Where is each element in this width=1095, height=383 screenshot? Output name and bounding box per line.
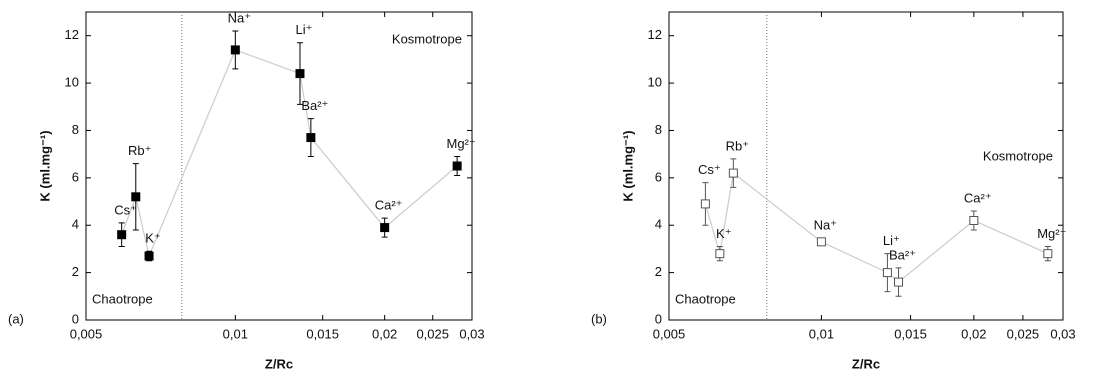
point-label: Rb⁺ bbox=[128, 143, 151, 158]
data-point bbox=[1043, 249, 1053, 259]
y-tick-label: 12 bbox=[648, 27, 662, 42]
data-point bbox=[117, 230, 127, 240]
y-axis-label: K (ml.mg⁻¹) bbox=[620, 130, 635, 201]
x-axis-label: Z/Rc bbox=[265, 356, 293, 371]
y-tick-label: 10 bbox=[65, 75, 79, 90]
point-label: Na⁺ bbox=[814, 218, 837, 233]
x-tick-label: 0,015 bbox=[894, 326, 927, 341]
y-tick-label: 2 bbox=[72, 264, 79, 279]
y-tick-label: 4 bbox=[72, 217, 79, 232]
y-tick-label: 10 bbox=[648, 75, 662, 90]
point-label: Ca²⁺ bbox=[375, 198, 403, 213]
annotation: Kosmotrope bbox=[983, 148, 1053, 163]
point-label: Mg²⁺ bbox=[1037, 226, 1066, 241]
x-tick-label: 0,025 bbox=[1007, 326, 1040, 341]
x-tick-label: 0,02 bbox=[372, 326, 397, 341]
data-point bbox=[715, 249, 725, 259]
point-label: Cs⁺ bbox=[698, 162, 721, 177]
y-tick-label: 12 bbox=[65, 27, 79, 42]
y-tick-label: 0 bbox=[72, 311, 79, 326]
data-point bbox=[306, 133, 316, 143]
data-point bbox=[295, 69, 305, 79]
plot-frame bbox=[85, 11, 473, 321]
annotation: Chaotrope bbox=[675, 291, 736, 306]
point-label: Ba²⁺ bbox=[889, 247, 916, 262]
x-tick-label: 0,03 bbox=[459, 326, 484, 341]
point-label: Ba²⁺ bbox=[301, 98, 328, 113]
x-tick-label: 0,015 bbox=[306, 326, 339, 341]
annotation: Chaotrope bbox=[92, 291, 153, 306]
x-tick-label: 0,01 bbox=[223, 326, 248, 341]
y-tick-label: 2 bbox=[655, 264, 662, 279]
annotation: Kosmotrope bbox=[392, 31, 462, 46]
point-label: Mg²⁺ bbox=[447, 136, 476, 151]
y-tick-label: 6 bbox=[655, 169, 662, 184]
panel-label: (a) bbox=[8, 311, 24, 326]
data-point bbox=[230, 45, 240, 55]
data-point bbox=[452, 161, 462, 171]
point-label: Li⁺ bbox=[883, 233, 900, 248]
plot-frame bbox=[668, 11, 1064, 321]
point-label: K⁺ bbox=[145, 231, 161, 246]
y-tick-label: 6 bbox=[72, 169, 79, 184]
data-point bbox=[816, 237, 826, 247]
y-tick-label: 4 bbox=[655, 217, 662, 232]
data-point bbox=[728, 168, 738, 178]
y-tick-label: 8 bbox=[72, 122, 79, 137]
series-line bbox=[704, 172, 1049, 283]
x-tick-label: 0,02 bbox=[961, 326, 986, 341]
x-tick-label: 0,01 bbox=[809, 326, 834, 341]
panel-label: (b) bbox=[591, 311, 607, 326]
data-point bbox=[380, 223, 390, 233]
data-point bbox=[131, 192, 141, 202]
x-axis-label: Z/Rc bbox=[852, 356, 880, 371]
data-point bbox=[894, 277, 904, 287]
data-point bbox=[969, 215, 979, 225]
y-tick-label: 0 bbox=[655, 311, 662, 326]
point-label: Li⁺ bbox=[295, 22, 312, 37]
x-tick-label: 0,025 bbox=[416, 326, 449, 341]
point-label: Rb⁺ bbox=[726, 138, 749, 153]
x-tick-label: 0,005 bbox=[70, 326, 103, 341]
point-label: K⁺ bbox=[716, 226, 732, 241]
x-tick-label: 0,03 bbox=[1050, 326, 1075, 341]
series-line bbox=[121, 49, 458, 259]
x-tick-label: 0,005 bbox=[653, 326, 686, 341]
y-axis-label: K (ml.mg⁻¹) bbox=[37, 130, 52, 201]
data-point bbox=[144, 251, 154, 261]
y-tick-label: 8 bbox=[655, 122, 662, 137]
data-point bbox=[700, 199, 710, 209]
data-point bbox=[882, 268, 892, 278]
point-label: Na⁺ bbox=[228, 10, 251, 25]
point-label: Ca²⁺ bbox=[964, 190, 992, 205]
point-label: Cs⁺ bbox=[114, 202, 137, 217]
